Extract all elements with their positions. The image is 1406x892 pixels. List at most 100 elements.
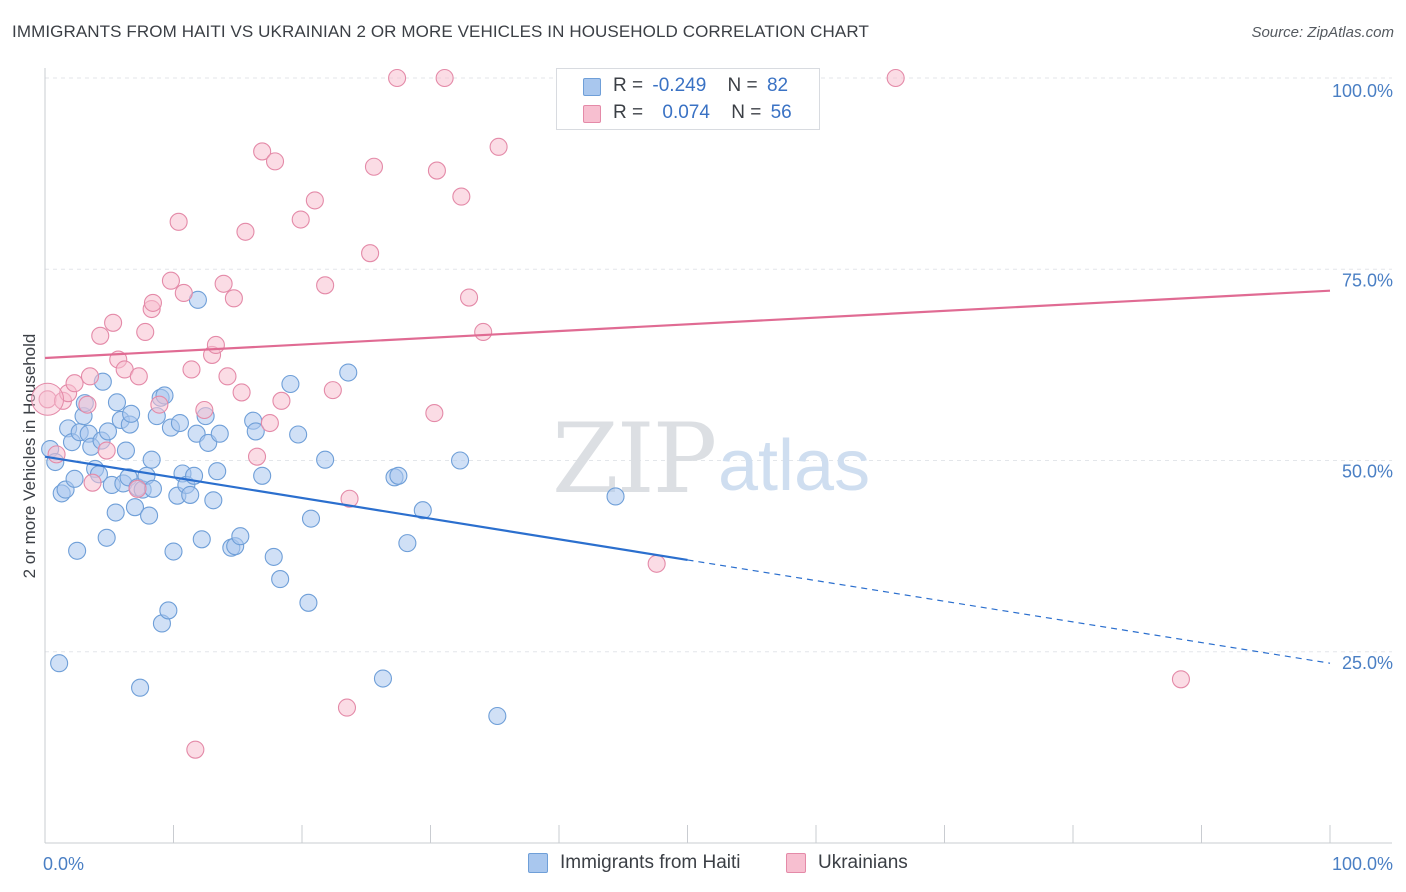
scatter-point — [91, 326, 110, 345]
y-tick-label: 50.0% — [1342, 462, 1393, 482]
y-tick-labels: 25.0% 50.0% 75.0% 100.0% — [1332, 81, 1393, 673]
scatter-point — [271, 570, 290, 589]
scatter-point — [161, 271, 180, 290]
scatter-point — [474, 322, 493, 342]
scatter-point — [316, 450, 335, 469]
scatter-point — [50, 654, 69, 673]
scatter-point — [459, 288, 479, 307]
scatter-point-large — [31, 382, 65, 416]
scatter-point — [122, 404, 141, 423]
scatter-point — [340, 489, 359, 508]
scatter-point — [489, 137, 508, 156]
scatter-point — [451, 451, 470, 470]
scatter-point — [337, 698, 357, 717]
scatter-point — [143, 293, 162, 312]
scatter-point — [65, 469, 84, 488]
ukrainians-swatch — [583, 105, 601, 123]
scatter-point — [83, 473, 102, 492]
scatter-point — [224, 289, 243, 308]
r-value: -0.249 — [652, 75, 707, 96]
x-tick-label: 100.0% — [1332, 854, 1393, 874]
scatter-point — [182, 360, 201, 379]
scatter-point — [305, 191, 324, 210]
scatter-point — [488, 706, 507, 726]
scatter-point — [299, 593, 318, 612]
watermark-zip: ZIP — [552, 403, 715, 515]
scatter-point — [289, 425, 308, 444]
series-haiti-points — [41, 290, 625, 726]
scatter-point — [208, 462, 227, 481]
scatter-point — [452, 187, 471, 206]
scatter-point — [204, 491, 223, 510]
scatter-point — [65, 374, 84, 393]
scatter-point — [339, 363, 358, 382]
haiti-legend-swatch — [528, 853, 548, 873]
trend-line-haiti — [44, 455, 688, 562]
scatter-point — [264, 547, 283, 566]
r-value: 0.074 — [662, 102, 710, 123]
scatter-point — [218, 367, 237, 386]
scatter-point — [136, 322, 155, 342]
scatter-point — [214, 274, 233, 293]
scatter-point — [265, 152, 285, 171]
scatter-point — [140, 506, 159, 525]
scatter-point — [373, 669, 393, 688]
scatter-point — [206, 335, 225, 355]
scatter-point — [107, 393, 127, 412]
scatter-point — [427, 161, 446, 180]
ukrainians-legend-label: Ukrainians — [818, 852, 908, 873]
scatter-point — [260, 413, 279, 433]
scatter-point — [647, 554, 666, 573]
scatter-point — [186, 740, 205, 759]
source-label: Source: ZipAtlas.com — [1251, 24, 1394, 41]
scatter-point — [142, 450, 161, 469]
scatter-point — [606, 487, 625, 506]
scatter-point — [389, 466, 408, 485]
scatter-point — [97, 528, 116, 547]
series-ukrainians-points — [31, 68, 1190, 759]
scatter-point — [413, 501, 432, 520]
scatter-point — [128, 479, 147, 498]
scatter-point — [192, 530, 211, 549]
scatter-point — [232, 383, 251, 402]
x-tick-label: 0.0% — [43, 854, 84, 874]
scatter-point — [253, 466, 272, 485]
scatter-point — [1171, 670, 1190, 689]
n-label: N = — [727, 75, 758, 96]
scatter-point — [364, 157, 384, 176]
scatter-point — [106, 503, 125, 522]
scatter-point — [246, 422, 265, 441]
haiti-legend-label: Immigrants from Haiti — [560, 852, 741, 873]
scatter-point — [886, 68, 905, 88]
scatter-point — [195, 400, 214, 420]
r-label: R = — [613, 75, 644, 96]
scatter-point — [210, 424, 229, 443]
scatter-point — [281, 374, 300, 394]
grid-lines — [45, 77, 1392, 653]
scatter-point — [170, 413, 189, 433]
scatter-point — [164, 542, 183, 561]
scatter-point — [231, 527, 250, 546]
scatter-point — [129, 367, 148, 386]
scatter-point — [98, 422, 118, 441]
scatter-point — [253, 142, 272, 161]
y-tick-label: 75.0% — [1342, 270, 1393, 290]
chart-title: IMMIGRANTS FROM HAITI VS UKRAINIAN 2 OR … — [12, 22, 869, 41]
scatter-point — [78, 395, 97, 414]
y-tick-label: 25.0% — [1342, 653, 1393, 673]
scatter-point — [272, 391, 291, 410]
haiti-swatch — [583, 78, 601, 96]
scatter-point — [181, 485, 200, 504]
r-label: R = — [613, 102, 644, 123]
scatter-point — [291, 210, 310, 229]
scatter-point — [316, 276, 335, 295]
ukrainians-legend-swatch — [786, 853, 806, 873]
scatter-point — [236, 222, 255, 241]
stats-legend: R = -0.249 N = 82 R = 0.074 N = 56 — [556, 68, 820, 130]
scatter-point — [425, 404, 444, 423]
scatter-point — [159, 601, 178, 620]
trend-lines — [44, 289, 1331, 664]
scatter-point — [150, 395, 169, 414]
trend-line-haiti-extension — [687, 559, 1331, 664]
